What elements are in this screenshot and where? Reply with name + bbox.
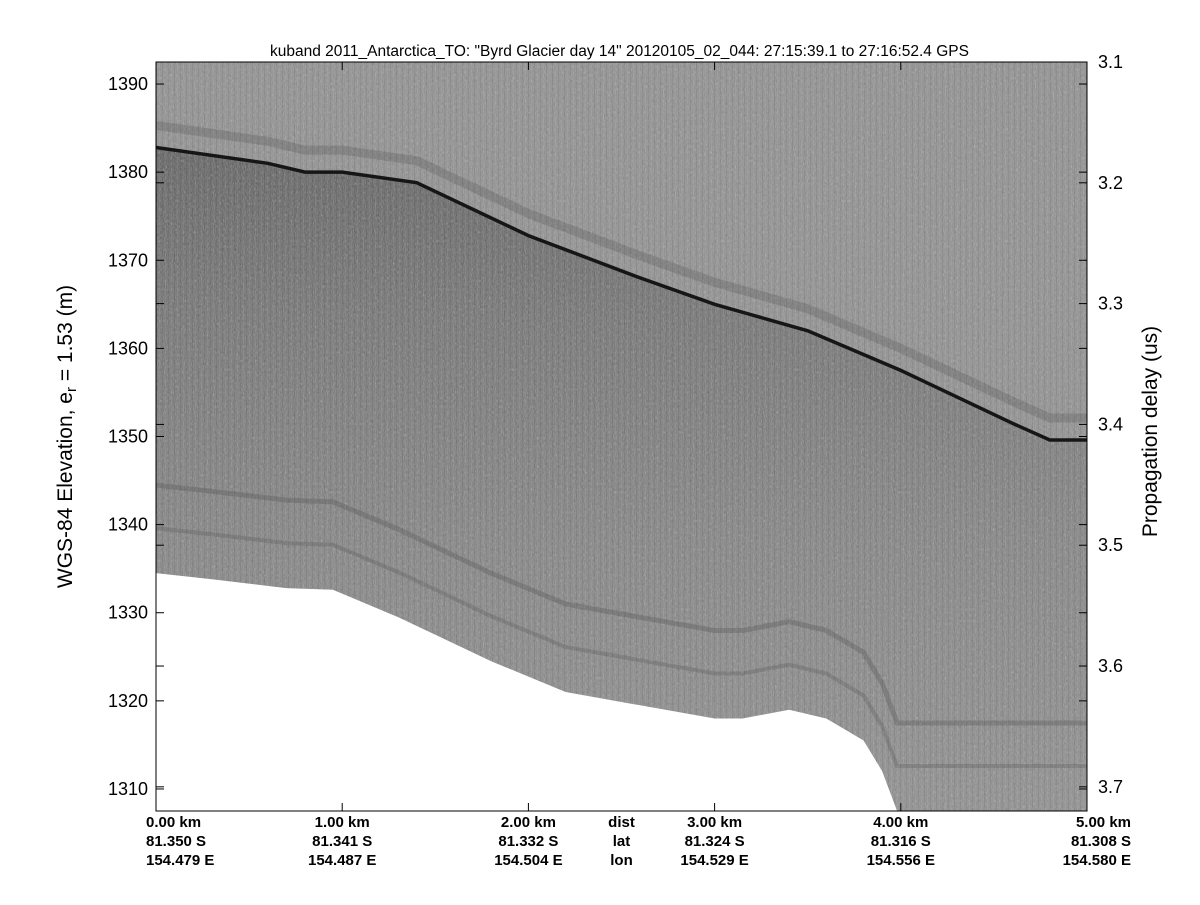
left-y-axis: 1310 1320 1330 1340 1350 1360 1370 1380 1390 — [108, 74, 1087, 799]
internal-layer — [156, 482, 1087, 726]
x-tick-dist-label: 3.00 km — [687, 814, 742, 831]
right-y-tick-label: 3.4 — [1098, 414, 1123, 434]
x-tick-lon-label: 154.529 E — [680, 852, 748, 869]
x-row-key-dist: dist — [608, 814, 635, 831]
surface-reflection — [156, 145, 1087, 442]
y-tick-label: 1320 — [108, 691, 148, 711]
right-y-tick-label: 3.3 — [1098, 294, 1123, 314]
left-y-axis-label: WGS-84 Elevation, er = 1.53 (m) — [54, 285, 80, 588]
y-tick-label: 1380 — [108, 162, 148, 182]
surface-multiple-band — [156, 121, 1087, 423]
echogram-image — [156, 62, 1087, 811]
y-tick-label: 1310 — [108, 779, 148, 799]
right-y-tick-label: 3.6 — [1098, 656, 1123, 676]
y-tick-label: 1330 — [108, 603, 148, 623]
x-tick-lat-label: 81.341 S — [312, 833, 372, 850]
x-tick-lat-label: 81.350 S — [146, 833, 206, 850]
x-tick-lon-label: 154.487 E — [308, 852, 376, 869]
y-tick-label: 1340 — [108, 515, 148, 535]
x-tick-lat-label: 81.316 S — [871, 833, 931, 850]
right-y-tick-label: 3.5 — [1098, 535, 1123, 555]
right-y-tick-label: 3.2 — [1098, 173, 1123, 193]
x-tick-dist-label: 1.00 km — [315, 814, 370, 831]
right-y-tick-label: 3.1 — [1098, 52, 1123, 72]
right-y-tick-label: 3.7 — [1098, 777, 1123, 797]
x-tick-dist-label: 5.00 km — [1076, 814, 1131, 831]
no-data-region — [156, 573, 1087, 811]
x-tick-dist-label: 4.00 km — [873, 814, 928, 831]
y-tick-label: 1370 — [108, 250, 148, 270]
x-tick-lat-label: 81.324 S — [685, 833, 745, 850]
right-y-axis: 3.1 3.2 3.3 3.4 3.5 3.6 3.7 — [156, 52, 1123, 797]
x-tick-lat-label: 81.332 S — [498, 833, 558, 850]
x-tick-lon-label: 154.556 E — [867, 852, 935, 869]
x-tick-lon-label: 154.580 E — [1063, 852, 1131, 869]
chart-title: kuband 2011_Antarctica_TO: "Byrd Glacier… — [270, 43, 969, 60]
x-axis: 0.00 km 81.350 S 154.479 E 1.00 km 81.341 S 1… — [146, 62, 1131, 869]
y-tick-label: 1360 — [108, 338, 148, 358]
x-tick-lon-label: 154.479 E — [146, 852, 214, 869]
x-tick-lat-label: 81.308 S — [1071, 833, 1131, 850]
y-tick-label: 1350 — [108, 427, 148, 447]
internal-layer — [156, 526, 1087, 768]
x-tick-dist-label: 0.00 km — [146, 814, 201, 831]
right-y-axis-label: Propagation delay (us) — [1139, 326, 1162, 537]
x-tick-dist-label: 2.00 km — [501, 814, 556, 831]
x-row-key-lon: lon — [610, 852, 633, 869]
x-tick-lon-label: 154.504 E — [494, 852, 562, 869]
y-tick-label: 1390 — [108, 74, 148, 94]
x-row-key-lat: lat — [613, 833, 631, 850]
